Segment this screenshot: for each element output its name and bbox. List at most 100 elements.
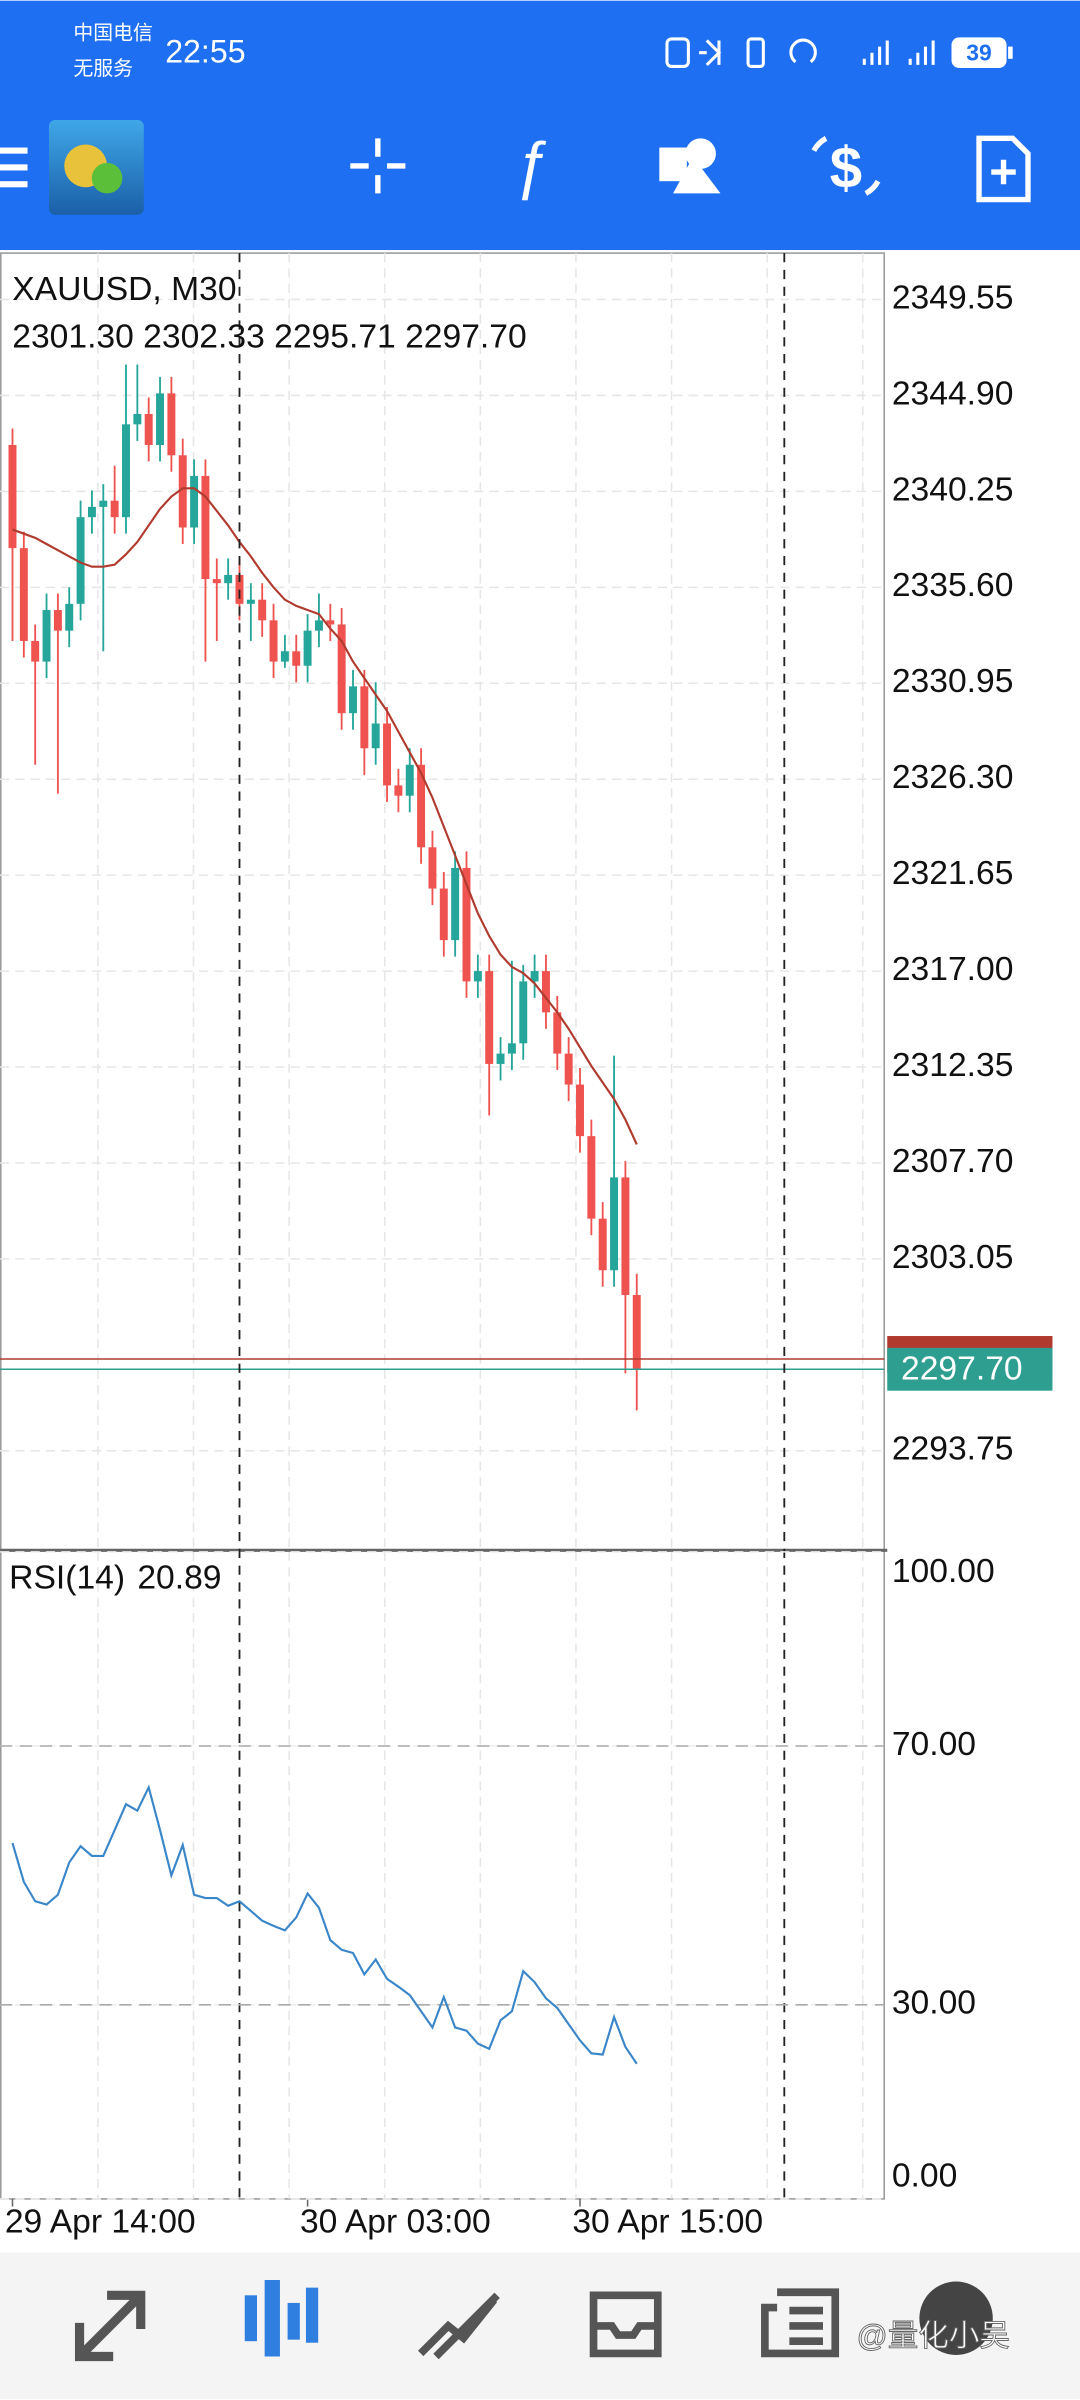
y-tick-label: 100.00 — [892, 1553, 995, 1590]
candle-body — [110, 500, 119, 518]
ohlc-label: 2301.30 2302.33 2295.71 2297.70 — [12, 319, 526, 356]
candle-body — [610, 1177, 619, 1271]
candle-body — [144, 414, 153, 445]
x-tick-label: 30 Apr 15:00 — [572, 2203, 763, 2240]
rsi-title: RSI(14) 20.89 — [9, 1559, 221, 1596]
candle-body — [576, 1084, 584, 1137]
y-tick-label: 2317.00 — [892, 951, 1014, 988]
candle-body — [485, 971, 494, 1064]
app-logo[interactable] — [48, 120, 144, 215]
candle-body — [496, 1053, 505, 1064]
plot-area: 2349.55 2344.90 2340.25 2335.60 2330.95 2326.… — [0, 253, 1053, 2240]
indicators-button[interactable]: ƒ — [513, 128, 549, 201]
new-order-button[interactable] — [976, 135, 1031, 203]
trade-button[interactable]: $ — [830, 135, 862, 200]
candle-body — [405, 764, 414, 796]
candle-body — [65, 603, 74, 631]
candle-body — [99, 500, 108, 507]
bid-label: 2297.70 — [901, 1351, 1023, 1388]
objects-button[interactable] — [659, 138, 721, 194]
candle-body — [76, 517, 85, 604]
candle-body — [178, 455, 187, 528]
candle-body — [417, 764, 426, 848]
candle-body — [598, 1218, 607, 1271]
quotes-tab[interactable] — [74, 2290, 146, 2362]
chart-frame — [0, 252, 885, 2200]
rsi-line — [11, 1784, 638, 2065]
candle-body — [42, 610, 51, 662]
y-tick-label: 2340.25 — [892, 471, 1014, 508]
battery — [951, 37, 1007, 68]
candle-body — [337, 624, 346, 714]
candle-body — [224, 574, 233, 584]
chart-title: XAUUSD, M30 — [12, 271, 236, 308]
candle-body — [587, 1136, 596, 1219]
y-tick-label: 2321.65 — [892, 855, 1014, 892]
carrier: 中国电信 — [73, 23, 153, 45]
bid-box — [887, 1347, 1053, 1391]
y-tick-label: 2312.35 — [892, 1047, 1014, 1084]
candle-body — [632, 1295, 641, 1370]
candle-body — [303, 630, 312, 666]
candle-body — [122, 424, 130, 518]
y-tick-label: 2326.30 — [892, 759, 1014, 796]
history-tab[interactable] — [589, 2291, 662, 2358]
service: 无服务 — [73, 58, 133, 80]
candle-body — [19, 548, 28, 641]
candle-body — [201, 475, 210, 580]
candle-body — [212, 579, 221, 584]
y-tick-label: 2330.95 — [892, 663, 1014, 700]
candle-body — [451, 867, 460, 941]
news-tab[interactable] — [761, 2288, 840, 2358]
y-tick-label: 2307.70 — [892, 1143, 1014, 1180]
candle-body — [167, 393, 176, 456]
clock: 22:55 — [165, 34, 245, 70]
candle-body — [314, 620, 323, 631]
candle-body — [383, 723, 392, 786]
chat-tab[interactable] — [919, 2281, 993, 2355]
candle-body — [269, 620, 278, 662]
candle-body — [326, 620, 335, 625]
battery-level: 39 — [966, 39, 992, 65]
bottom-nav — [0, 2252, 1080, 2400]
crosshair-button[interactable] — [350, 138, 406, 194]
y-tick-label: 2303.05 — [892, 1239, 1014, 1276]
candle-body — [428, 847, 437, 889]
y-tick-label: 2335.60 — [892, 567, 1014, 604]
candle-body — [530, 971, 539, 982]
candle-body — [621, 1177, 630, 1296]
chart-tab[interactable] — [244, 2280, 319, 2357]
y-tick-label: 70.00 — [892, 1726, 976, 1763]
candle-body — [8, 444, 17, 549]
trade-tab[interactable] — [417, 2292, 500, 2360]
status-icons — [665, 37, 935, 68]
app-header — [0, 0, 1080, 251]
candle-body — [473, 971, 482, 982]
candle-body — [553, 1012, 562, 1054]
moving-average — [12, 487, 638, 1145]
candle-body — [235, 574, 244, 604]
candle-body — [156, 393, 165, 445]
candle-body — [360, 686, 369, 749]
menu-button[interactable] — [0, 147, 28, 188]
x-tick-label: 30 Apr 03:00 — [300, 2203, 491, 2240]
candle-body — [133, 414, 142, 425]
y-tick-label: 2349.55 — [892, 279, 1014, 316]
watermark: @量化小吴 — [857, 2319, 1010, 2353]
candle-body — [31, 640, 40, 662]
candle-body — [519, 981, 528, 1044]
candle-body — [87, 506, 96, 518]
candle-body — [246, 599, 255, 604]
candle-body — [541, 971, 550, 1013]
candle-body — [280, 651, 289, 662]
candle-body — [564, 1053, 573, 1085]
candle-body — [462, 867, 471, 982]
candle-body — [394, 785, 403, 796]
candle-body — [292, 651, 301, 666]
x-tick-label: 29 Apr 14:00 — [5, 2203, 196, 2240]
candle-body — [507, 1043, 516, 1054]
y-tick-label: 2344.90 — [892, 375, 1014, 412]
rsi-name: RSI(14) — [9, 1559, 125, 1596]
